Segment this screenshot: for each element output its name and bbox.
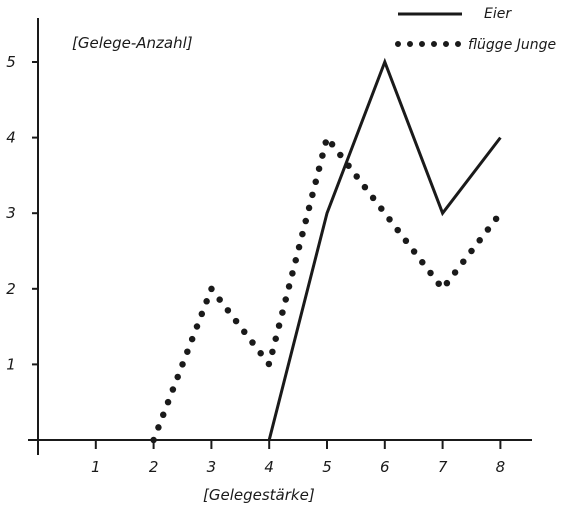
legend-label-fluegge-junge: flügge Junge xyxy=(468,37,556,53)
x-tick-label: 7 xyxy=(438,458,448,476)
y-tick-label: 2 xyxy=(6,280,16,298)
y-tick-label: 5 xyxy=(6,53,16,71)
y-tick-label: 1 xyxy=(6,355,16,373)
legend-label-eier: Eier xyxy=(484,6,512,22)
axes xyxy=(28,18,532,455)
series-group xyxy=(150,57,504,444)
x-tick-label: 2 xyxy=(149,458,159,476)
y-tick-label: 4 xyxy=(6,129,16,147)
y-tick-label: 3 xyxy=(6,204,16,222)
x-tick-label: 8 xyxy=(496,458,506,476)
x-tick-label: 5 xyxy=(322,458,332,476)
legend: Eier flügge Junge xyxy=(395,6,556,53)
x-tick-label: 6 xyxy=(380,458,390,476)
series-line-eier xyxy=(267,57,502,441)
series-line-fluegge-junge xyxy=(150,134,504,444)
x-tick-label: 4 xyxy=(264,458,274,476)
x-tick-label: 1 xyxy=(91,458,101,476)
x-tick-label: 3 xyxy=(207,458,217,476)
ticks: 1 2 3 4 5 6 7 8 1 2 3 4 5 xyxy=(6,53,505,476)
y-axis-label: [Gelege-Anzahl] xyxy=(72,34,193,52)
x-axis-label: [Gelegestärke] xyxy=(203,486,315,504)
